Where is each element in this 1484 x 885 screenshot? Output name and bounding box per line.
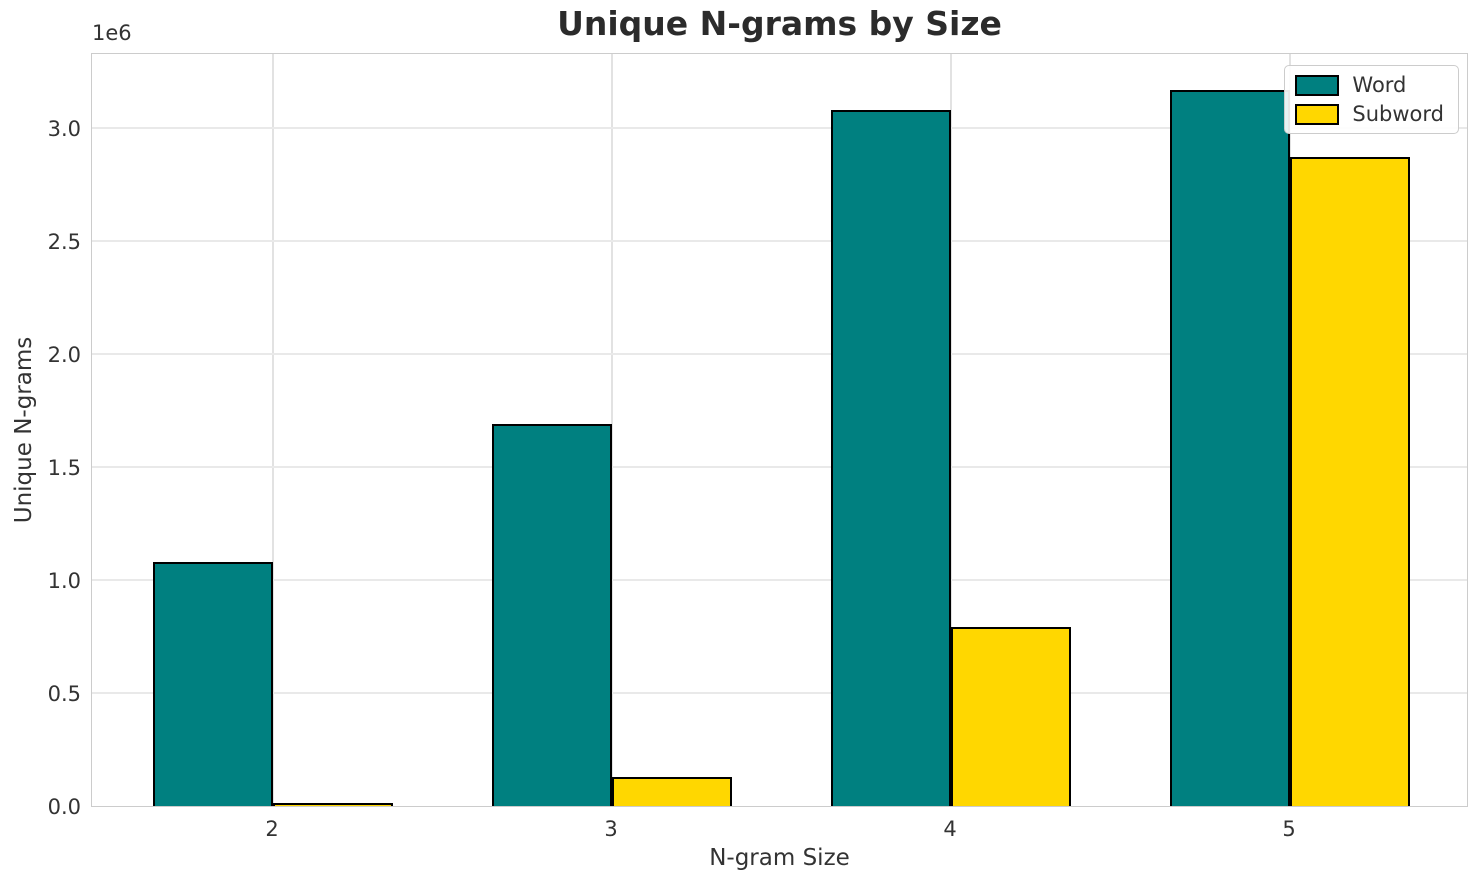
gridline-horizontal [92, 579, 1467, 581]
chart-title: Unique N-grams by Size [557, 4, 1002, 43]
bar-subword-3 [612, 776, 732, 806]
y-axis-offset-text: 1e6 [92, 21, 132, 45]
gridline-horizontal [92, 353, 1467, 355]
y-tick-label: 2.5 [47, 229, 81, 254]
bar-word-3 [492, 424, 612, 806]
bar-word-5 [1170, 89, 1290, 806]
y-tick-label: 1.5 [47, 455, 81, 480]
bar-word-4 [831, 109, 951, 806]
legend-item-word: Word [1295, 73, 1444, 97]
x-tick-label: 2 [265, 817, 279, 841]
legend-label: Subword [1352, 102, 1444, 126]
gridline-vertical [950, 54, 952, 806]
gridline-horizontal [92, 692, 1467, 694]
bar-subword-5 [1290, 157, 1410, 806]
x-tick-label: 4 [943, 817, 957, 841]
y-tick-label: 3.0 [47, 116, 81, 141]
gridline-horizontal [92, 240, 1467, 242]
legend: Word Subword [1284, 65, 1459, 134]
plot-area: Word Subword [91, 53, 1468, 807]
gridline-horizontal [92, 466, 1467, 468]
bar-subword-2 [273, 803, 393, 806]
gridline-vertical [611, 54, 613, 806]
legend-swatch-icon [1295, 103, 1340, 125]
legend-label: Word [1352, 73, 1407, 97]
bar-subword-4 [951, 627, 1071, 806]
gridline-horizontal [92, 127, 1467, 129]
y-tick-label: 0.0 [47, 795, 81, 819]
x-tick-label: 3 [604, 817, 618, 841]
gridline-vertical [272, 54, 274, 806]
legend-swatch-icon [1295, 74, 1340, 96]
bar-word-2 [153, 561, 273, 806]
x-axis-label: N-gram Size [709, 845, 850, 871]
x-tick-label: 5 [1282, 817, 1296, 841]
y-tick-label: 1.0 [47, 568, 81, 593]
legend-item-subword: Subword [1295, 102, 1444, 126]
y-tick-label: 0.5 [47, 681, 81, 706]
y-tick-label: 2.0 [47, 342, 81, 367]
y-axis-label: Unique N-grams [11, 336, 37, 524]
